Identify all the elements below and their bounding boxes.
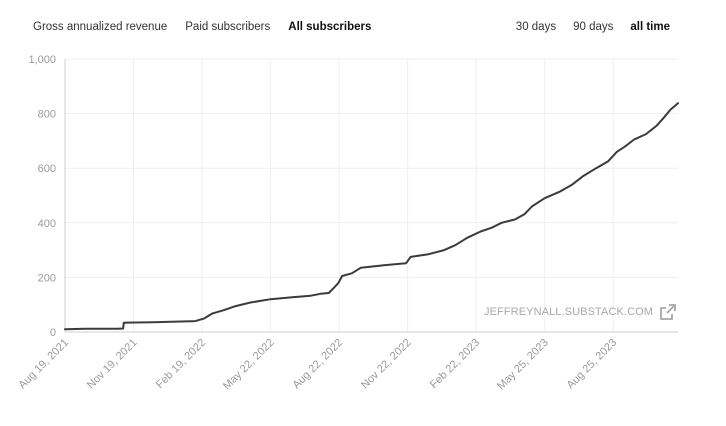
x-tick-label: Nov 22, 2022 bbox=[359, 337, 414, 392]
tab-30-days[interactable]: 30 days bbox=[515, 21, 557, 33]
watermark-text: JEFFREYNALL.SUBSTACK.COM bbox=[484, 306, 654, 318]
x-tick-label: Aug 19, 2021 bbox=[16, 337, 71, 392]
tab-all-time[interactable]: all time bbox=[630, 21, 670, 33]
y-tick-label: 800 bbox=[38, 109, 56, 121]
x-tick-label: Feb 22, 2023 bbox=[428, 337, 482, 391]
x-tick-label: Aug 22, 2022 bbox=[290, 337, 345, 392]
y-tick-label: 400 bbox=[38, 218, 56, 230]
range-tabs: 30 days 90 days all time bbox=[499, 21, 670, 33]
x-tick-label: Nov 19, 2021 bbox=[85, 337, 140, 392]
metric-tabs: Gross annualized revenue Paid subscriber… bbox=[33, 21, 389, 33]
series-line bbox=[64, 102, 679, 331]
series-layer bbox=[64, 102, 679, 331]
external-link-icon bbox=[660, 304, 676, 320]
tab-all-subscribers[interactable]: All subscribers bbox=[288, 21, 372, 33]
substack-link[interactable]: JEFFREYNALL.SUBSTACK.COM bbox=[484, 303, 677, 321]
x-tick-label: May 22, 2022 bbox=[221, 337, 277, 393]
tab-gross-annualized-revenue[interactable]: Gross annualized revenue bbox=[33, 21, 168, 33]
x-tick-label: May 25, 2023 bbox=[495, 337, 551, 393]
y-tick-label: 200 bbox=[38, 272, 56, 284]
x-tick-label: Feb 19, 2022 bbox=[154, 337, 208, 391]
tab-paid-subscribers[interactable]: Paid subscribers bbox=[185, 21, 271, 33]
y-tick-label: 0 bbox=[50, 327, 56, 339]
y-tick-label: 1,000 bbox=[28, 54, 56, 66]
tab-90-days[interactable]: 90 days bbox=[573, 21, 614, 33]
y-tick-label: 600 bbox=[38, 163, 56, 175]
grid-layer bbox=[64, 58, 678, 333]
x-tick-label: Aug 25, 2023 bbox=[565, 337, 620, 392]
